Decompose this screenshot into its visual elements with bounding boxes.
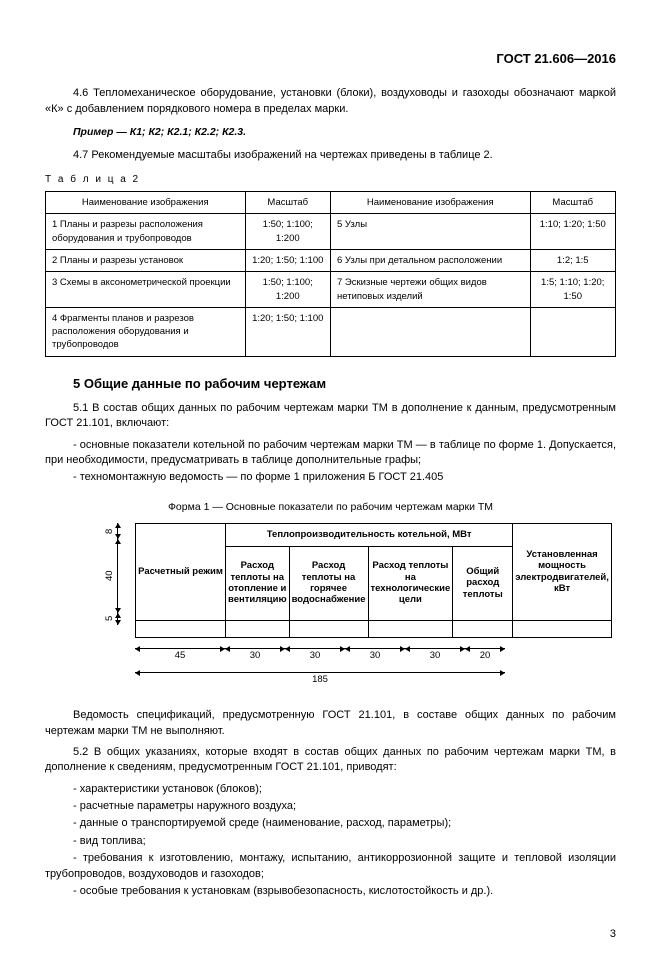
example-text: Пример — К1; К2; К2.1; К2.2; К2.3. bbox=[45, 125, 616, 140]
form1-total-dim: 185 bbox=[135, 672, 616, 686]
table-cell bbox=[530, 307, 616, 356]
list-item: - особые требования к установкам (взрыво… bbox=[45, 884, 616, 899]
form1-header: Расход теплоты на отопление и вентиляцию bbox=[226, 546, 290, 620]
table-cell: 1:5; 1:10; 1:20; 1:50 bbox=[530, 272, 616, 308]
dim-label: 185 bbox=[135, 672, 505, 686]
list-item: - техномонтажную ведомость — по форме 1 … bbox=[45, 470, 616, 485]
form1-table: Расчетный режим Теплопроизводительность … bbox=[135, 523, 612, 638]
form1-header: Теплопроизводительность котельной, МВт bbox=[226, 523, 513, 546]
dim-label: 30 bbox=[285, 648, 345, 662]
form1-cell bbox=[368, 620, 453, 637]
table-2: Наименование изображения Масштаб Наимено… bbox=[45, 191, 616, 357]
table-cell: 1 Планы и разрезы расположения оборудова… bbox=[46, 214, 246, 250]
form1-col-dims: 45 30 30 30 30 20 bbox=[135, 648, 616, 662]
table-row: 3 Схемы в аксонометрической проекции 1:5… bbox=[46, 272, 616, 308]
table-header: Наименование изображения bbox=[331, 192, 531, 214]
table-cell bbox=[331, 307, 531, 356]
table-cell: 6 Узлы при детальном расположении bbox=[331, 249, 531, 271]
section-5-title: 5 Общие данные по рабочим чертежам bbox=[73, 375, 616, 393]
vdim-label: 5 bbox=[103, 611, 116, 625]
table-cell: 1:10; 1:20; 1:50 bbox=[530, 214, 616, 250]
paragraph-4-6: 4.6 Тепломеханическое оборудование, уста… bbox=[45, 86, 616, 117]
form1-cell bbox=[513, 620, 612, 637]
form1-cell bbox=[136, 620, 226, 637]
form1-header: Расход теплоты на горячее водоснабжение bbox=[289, 546, 368, 620]
dim-label: 45 bbox=[135, 648, 225, 662]
table-header: Масштаб bbox=[245, 192, 331, 214]
table-header: Масштаб bbox=[530, 192, 616, 214]
table-header: Наименование изображения bbox=[46, 192, 246, 214]
vdim-label: 40 bbox=[103, 539, 116, 613]
form1-header: Расход теплоты на технологические цели bbox=[368, 546, 453, 620]
page-number: 3 bbox=[45, 927, 616, 942]
paragraph-4-7: 4.7 Рекомендуемые масштабы изображений н… bbox=[45, 148, 616, 163]
form1-data-row bbox=[136, 620, 612, 637]
form1-header: Установленная мощность электродвигателей… bbox=[513, 523, 612, 620]
vdim-line bbox=[117, 539, 118, 613]
list-item: - требования к изготовлению, монтажу, ис… bbox=[45, 851, 616, 882]
paragraph-5-2: 5.2 В общих указаниях, которые входят в … bbox=[45, 745, 616, 776]
table-cell: 1:50; 1:100; 1:200 bbox=[245, 272, 331, 308]
table-cell: 1:20; 1:50; 1:100 bbox=[245, 307, 331, 356]
table-row: 4 Фрагменты планов и разрезов расположен… bbox=[46, 307, 616, 356]
vdim-line bbox=[117, 613, 118, 625]
list-item: - данные о транспортируемой среде (наиме… bbox=[45, 816, 616, 831]
paragraph-5-1: 5.1 В состав общих данных по рабочим чер… bbox=[45, 401, 616, 432]
list-item: - основные показатели котельной по рабоч… bbox=[45, 438, 616, 469]
paragraph-vedomost: Ведомость спецификаций, предусмотренную … bbox=[45, 708, 616, 739]
form1-cell bbox=[289, 620, 368, 637]
dim-label: 30 bbox=[345, 648, 405, 662]
table2-caption: Т а б л и ц а 2 bbox=[45, 173, 616, 187]
table-cell: 3 Схемы в аксонометрической проекции bbox=[46, 272, 246, 308]
vdim-label: 8 bbox=[103, 523, 116, 539]
table-cell: 4 Фрагменты планов и разрезов расположен… bbox=[46, 307, 246, 356]
list-item: - вид топлива; bbox=[45, 834, 616, 849]
table-cell: 7 Эскизные чертежи общих видов нетиповых… bbox=[331, 272, 531, 308]
form1-header-row: Расчетный режим Теплопроизводительность … bbox=[136, 523, 612, 546]
document-standard-code: ГОСТ 21.606—2016 bbox=[45, 50, 616, 68]
dim-label: 30 bbox=[225, 648, 285, 662]
form1-cell bbox=[226, 620, 290, 637]
list-item: - расчетные параметры наружного воздуха; bbox=[45, 799, 616, 814]
table-cell: 5 Узлы bbox=[331, 214, 531, 250]
table-row: 2 Планы и разрезы установок 1:20; 1:50; … bbox=[46, 249, 616, 271]
table-cell: 1:2; 1:5 bbox=[530, 249, 616, 271]
table-cell: 2 Планы и разрезы установок bbox=[46, 249, 246, 271]
table-header-row: Наименование изображения Масштаб Наимено… bbox=[46, 192, 616, 214]
form1-cell bbox=[453, 620, 513, 637]
form1-header: Расчетный режим bbox=[136, 523, 226, 620]
dim-label: 30 bbox=[405, 648, 465, 662]
table-cell: 1:20; 1:50; 1:100 bbox=[245, 249, 331, 271]
table-row: 1 Планы и разрезы расположения оборудова… bbox=[46, 214, 616, 250]
vdim-line bbox=[117, 523, 118, 539]
document-page: ГОСТ 21.606—2016 4.6 Тепломеханическое о… bbox=[0, 0, 661, 973]
list-item: - характеристики установок (блоков); bbox=[45, 782, 616, 797]
form1-caption: Форма 1 — Основные показатели по рабочим… bbox=[45, 500, 616, 515]
form1-header: Общий расход теплоты bbox=[453, 546, 513, 620]
form1-diagram: 8 40 5 Расчетный режим Теплопроизводител… bbox=[135, 523, 616, 687]
dim-label: 20 bbox=[465, 648, 505, 662]
table-cell: 1:50; 1:100; 1:200 bbox=[245, 214, 331, 250]
